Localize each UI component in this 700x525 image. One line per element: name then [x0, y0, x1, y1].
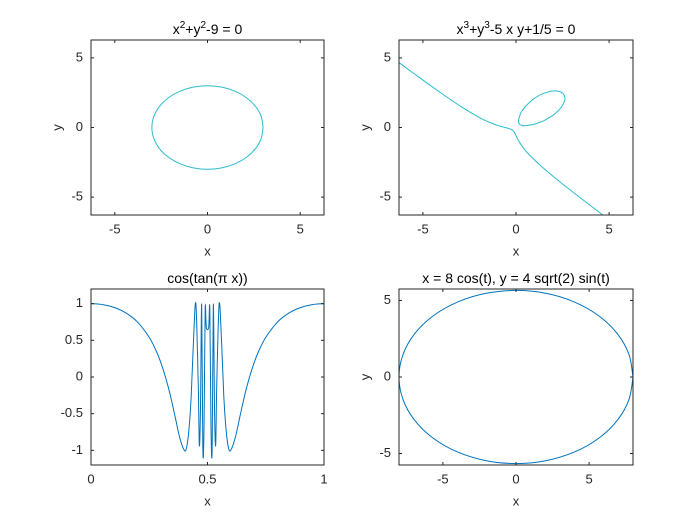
curve [151, 85, 264, 170]
title-part: x = 8 cos(t), y = 4 sqrt(2) sin(t) [422, 270, 610, 286]
x-tick-label: 0 [512, 471, 519, 486]
x-tick-label: 0 [204, 221, 211, 236]
x-tick-label: 5 [586, 471, 593, 486]
chart-title: x = 8 cos(t), y = 4 sqrt(2) sin(t) [422, 270, 610, 286]
y-tick-label: 5 [76, 49, 83, 64]
y-tick-label: 0.5 [65, 332, 83, 347]
x-tick-label: 1 [320, 471, 327, 486]
x-axis-label: x [204, 243, 211, 258]
y-tick-label: 5 [384, 292, 391, 307]
title-part: x [173, 21, 180, 37]
y-axis-label: y [49, 124, 64, 131]
y-tick-label: 0 [76, 119, 83, 134]
title-part: -5 x y+1/5 = 0 [490, 21, 576, 37]
x-tick-label: 0.5 [198, 471, 216, 486]
y-tick-label: 1 [76, 295, 83, 310]
axes-background [399, 289, 633, 465]
y-tick-label: -1 [71, 442, 83, 457]
x-axis-label: x [204, 493, 211, 508]
x-tick-label: 0 [512, 221, 519, 236]
chart-title: cos(tan(π x)) [167, 270, 247, 286]
curve [517, 90, 566, 127]
y-tick-label: -5 [71, 189, 83, 204]
x-tick-label: -5 [417, 221, 429, 236]
title-part: 2 [180, 20, 186, 31]
title-part: 3 [484, 20, 490, 31]
y-axis-label: y [357, 373, 372, 380]
x-tick-label: 0 [87, 471, 94, 486]
y-tick-label: -0.5 [61, 405, 83, 420]
y-tick-label: 5 [384, 49, 391, 64]
y-tick-label: 0 [76, 368, 83, 383]
y-tick-label: -5 [379, 189, 391, 204]
y-tick-label: -5 [379, 445, 391, 460]
chart-title: x3+y3-5 x y+1/5 = 0 [457, 20, 576, 37]
x-axis-label: x [513, 493, 520, 508]
curve [399, 62, 604, 215]
title-part: x [457, 21, 464, 37]
title-part: 2 [200, 20, 206, 31]
x-tick-label: -5 [109, 221, 121, 236]
title-part: +y [185, 21, 200, 37]
curve [91, 302, 324, 459]
axes-background [91, 289, 324, 465]
subplot: 0 0.5 1 -1 -0.5 0 0.5 1 x cos(tan(π x)) [61, 270, 328, 509]
x-tick-label: 5 [605, 221, 612, 236]
x-tick-label: -5 [437, 471, 449, 486]
y-tick-label: 0 [384, 368, 391, 383]
x-axis-label: x [513, 243, 520, 258]
curve [399, 289, 633, 465]
y-tick-label: 0 [384, 119, 391, 134]
subplot: -5 0 5 -5 0 5 x y x = 8 cos(t), y = 4 sqrt(2) si… [357, 270, 634, 508]
title-part: +y [469, 21, 484, 37]
title-part: 3 [464, 20, 470, 31]
x-tick-label: 5 [297, 221, 304, 236]
title-part: cos(tan(π x)) [167, 270, 247, 286]
axes-background [91, 40, 324, 215]
title-part: -9 = 0 [206, 21, 242, 37]
axes-background [399, 40, 633, 215]
chart-title: x2+y2-9 = 0 [173, 20, 243, 37]
y-axis-label: y [357, 124, 372, 131]
